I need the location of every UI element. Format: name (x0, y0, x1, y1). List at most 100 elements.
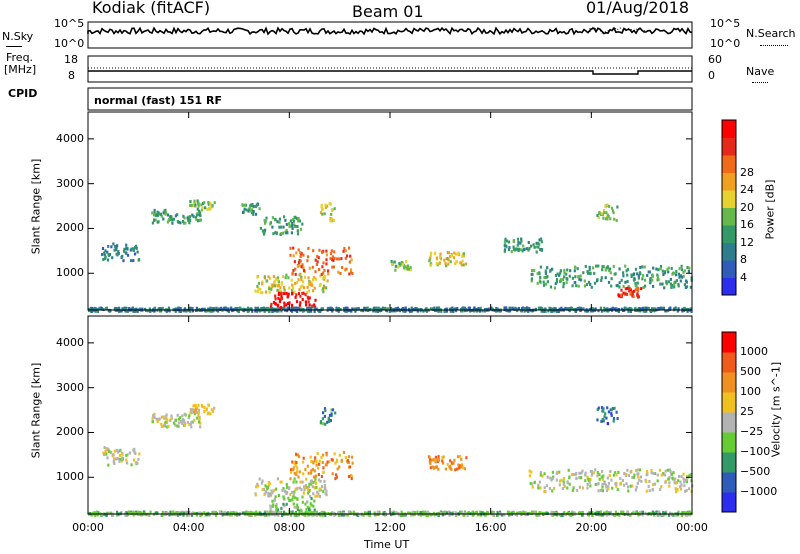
data-cell (552, 475, 555, 479)
data-cell (153, 208, 156, 212)
data-cell (288, 301, 291, 305)
data-cell (637, 274, 640, 278)
data-cell (523, 309, 526, 313)
data-cell (326, 204, 329, 208)
data-cell (337, 309, 340, 313)
data-cell (368, 510, 371, 514)
data-cell (335, 475, 338, 479)
data-cell (559, 269, 562, 273)
cpid-label: CPID (8, 87, 38, 100)
data-cell (307, 276, 310, 280)
data-cell (629, 288, 632, 292)
data-cell (331, 408, 335, 412)
data-cell (597, 510, 600, 514)
data-cell (687, 510, 690, 514)
data-cell (195, 306, 198, 310)
data-cell (195, 513, 198, 517)
data-cell (296, 508, 299, 512)
data-cell (571, 488, 574, 492)
data-cell (153, 213, 156, 217)
xtick-label: 00:00 (72, 521, 104, 534)
data-cell (580, 513, 583, 517)
data-cell (564, 513, 568, 517)
data-cell (538, 238, 541, 242)
data-cell (533, 269, 536, 272)
data-cell (449, 513, 452, 517)
data-cell (256, 275, 259, 279)
data-cell (325, 463, 328, 467)
data-cell (463, 510, 467, 514)
freq-panel-frame (87, 55, 693, 83)
data-cell (304, 513, 307, 517)
data-cell (271, 499, 274, 503)
data-cell (550, 510, 553, 514)
power-ylabel: Slant Range [km] (29, 158, 43, 255)
data-cell (625, 472, 628, 476)
data-cell (413, 511, 416, 515)
data-cell (598, 211, 601, 215)
data-cell (278, 217, 281, 221)
data-cell (268, 310, 271, 313)
data-cell (686, 266, 689, 269)
data-cell (277, 494, 281, 497)
data-cell (600, 406, 604, 410)
data-cell (193, 199, 196, 203)
data-cell (246, 307, 249, 311)
data-cell (105, 306, 108, 310)
nave-legend-line (752, 82, 768, 83)
data-cell (296, 229, 299, 233)
data-cell (264, 290, 268, 294)
data-cell (459, 464, 462, 468)
data-cell (229, 513, 232, 517)
data-cell (539, 276, 542, 279)
data-cell (638, 478, 641, 482)
data-cell (299, 307, 302, 311)
data-cell (511, 306, 514, 310)
data-cell (307, 306, 310, 310)
data-cell (678, 267, 681, 271)
data-cell (177, 425, 180, 429)
data-cell (335, 306, 338, 310)
data-cell (304, 486, 307, 490)
data-cell (322, 466, 325, 470)
data-cell (429, 263, 432, 267)
data-cell (659, 487, 662, 491)
data-cell (404, 265, 407, 269)
data-cell (216, 309, 219, 313)
data-cell (197, 204, 200, 208)
data-cell (282, 225, 285, 229)
data-cell (496, 511, 499, 514)
data-cell (571, 511, 574, 515)
data-cell (280, 309, 283, 313)
data-cell (655, 510, 658, 514)
data-cell (141, 307, 144, 311)
data-cell (568, 274, 571, 278)
data-cell (658, 510, 661, 514)
data-cell (339, 271, 342, 275)
data-cell (286, 485, 289, 489)
data-cell (298, 307, 301, 311)
data-cell (333, 250, 336, 254)
power-colorbar-swatch (722, 277, 736, 296)
data-cell (321, 250, 324, 254)
data-cell (522, 248, 525, 252)
data-cell (378, 307, 381, 311)
data-cell (434, 455, 437, 459)
data-cell (236, 306, 239, 310)
data-cell (601, 513, 604, 517)
data-cell (610, 478, 613, 482)
velocity-ticks (88, 342, 692, 478)
data-cell (191, 309, 194, 313)
data-cell (165, 211, 168, 215)
data-cell (352, 510, 355, 514)
data-cell (166, 220, 169, 224)
data-cell (189, 200, 192, 203)
data-cell (254, 309, 257, 313)
data-cell (163, 511, 166, 515)
data-cell (631, 476, 634, 479)
data-cell (597, 489, 600, 493)
data-cell (261, 479, 264, 483)
data-cell (341, 511, 344, 514)
data-cell (581, 511, 584, 514)
data-cell (325, 253, 328, 257)
